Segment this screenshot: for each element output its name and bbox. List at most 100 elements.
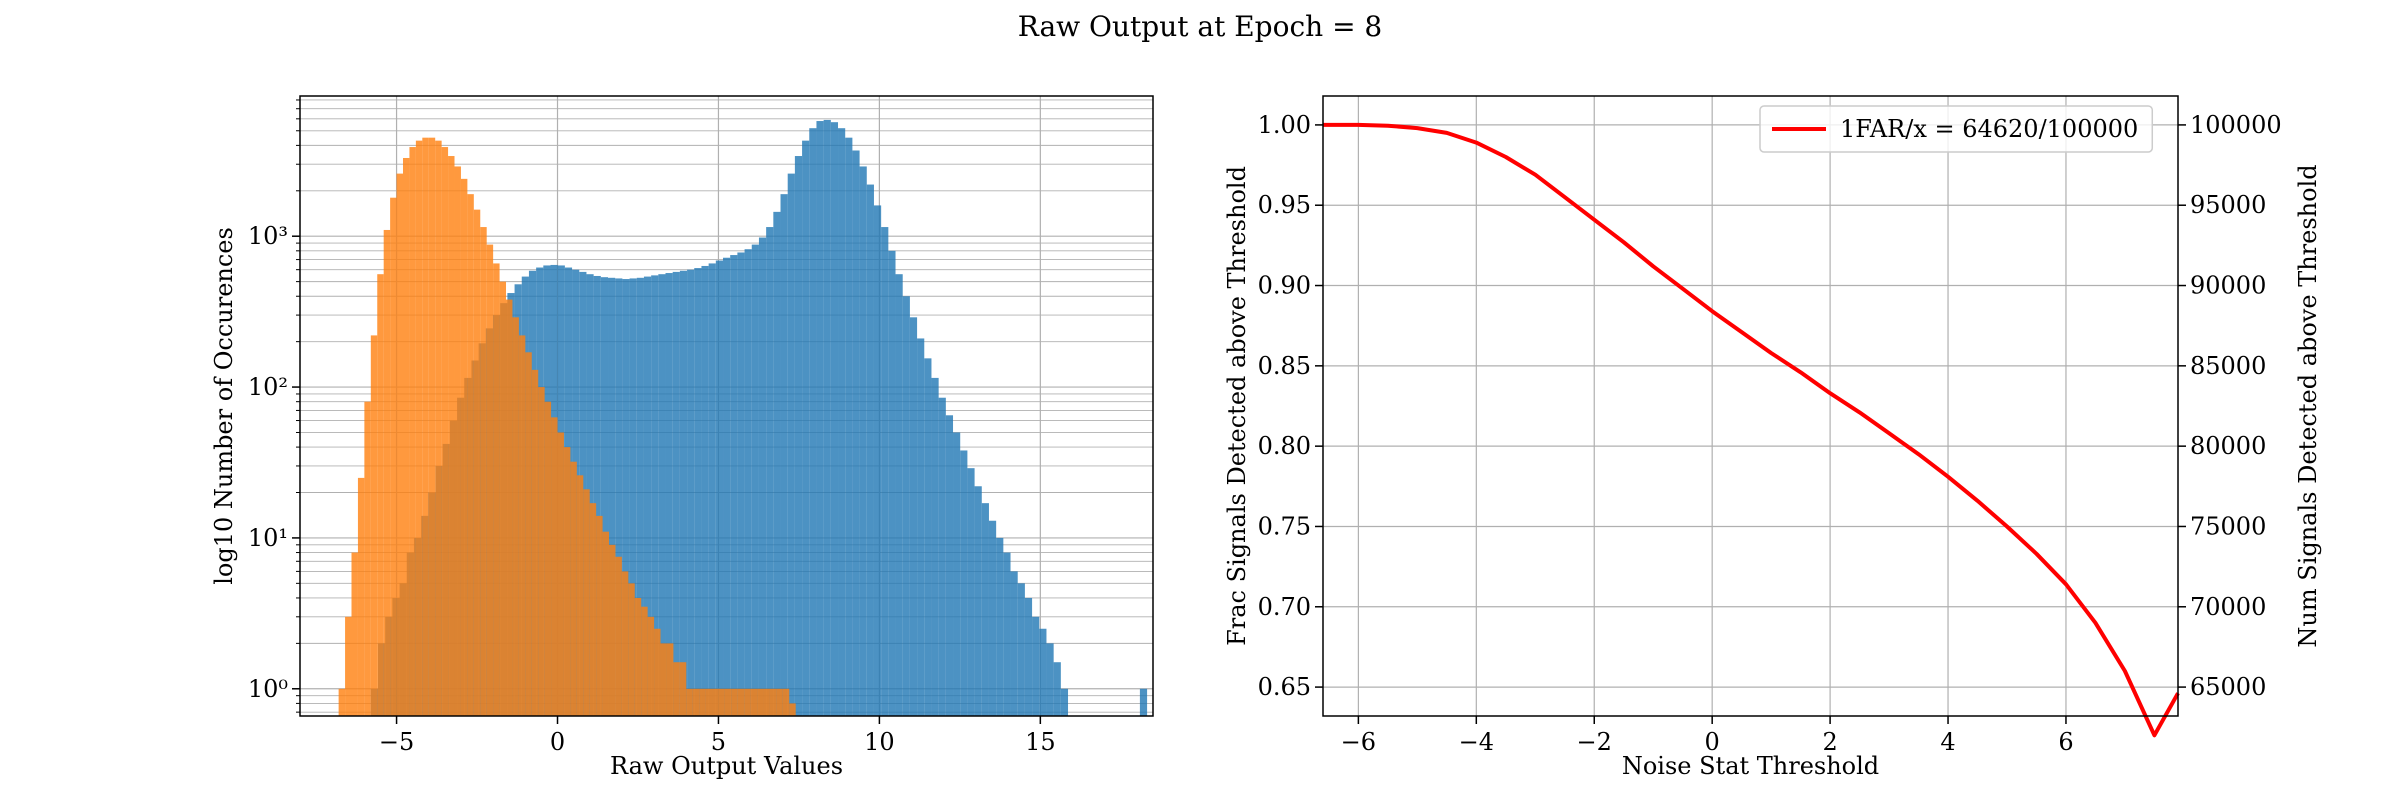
left-y-tick-label: 10¹ xyxy=(248,524,288,552)
blue-bar xyxy=(687,269,695,716)
blue-bar xyxy=(981,503,989,716)
blue-bar xyxy=(615,278,623,716)
left-x-tick-label: 15 xyxy=(1025,728,1056,756)
blue-bar xyxy=(730,255,738,716)
right-grid xyxy=(1323,96,2178,716)
blue-bar xyxy=(852,150,860,717)
blue-bar xyxy=(938,397,946,716)
orange-bar xyxy=(441,147,449,716)
orange-bar xyxy=(602,531,610,716)
orange-bar xyxy=(390,197,397,716)
orange-bar xyxy=(428,137,436,717)
blue-bar xyxy=(816,121,824,716)
right-y-tick-label: 0.85 xyxy=(1258,352,1311,380)
blue-bar xyxy=(694,268,702,716)
right-y-tick-label: 0.65 xyxy=(1258,673,1311,701)
orange-bar xyxy=(654,628,661,716)
blue-bar xyxy=(1024,597,1033,716)
orange-bar xyxy=(576,475,584,716)
orange-bar xyxy=(679,662,687,716)
right-y-tick-label: 0.95 xyxy=(1258,191,1311,219)
blue-bar xyxy=(1053,662,1061,716)
blue-bar xyxy=(1060,688,1069,716)
blue-bar xyxy=(636,277,644,716)
orange-bar xyxy=(589,503,597,716)
blue-bar xyxy=(629,278,637,716)
orange-bar xyxy=(647,616,655,716)
orange-bar xyxy=(435,140,442,717)
right-x-tick-label: −2 xyxy=(1577,728,1612,756)
left-x-tick-label: 5 xyxy=(711,728,726,756)
right-x-tick-label: 6 xyxy=(2058,728,2073,756)
left-x-tick-label: −5 xyxy=(379,728,414,756)
blue-bar xyxy=(723,257,731,716)
blue-bar xyxy=(708,263,716,716)
orange-bar xyxy=(705,688,713,716)
blue-bar xyxy=(1046,643,1054,716)
orange-bar xyxy=(551,417,558,716)
orange-bar xyxy=(467,194,474,717)
orange-bar xyxy=(615,556,622,716)
right-secondary-y-tick-label: 80000 xyxy=(2190,432,2266,460)
blue-bar xyxy=(931,377,939,716)
blue-bar xyxy=(787,173,795,716)
orange-bar xyxy=(789,703,796,716)
blue-bar xyxy=(672,271,680,716)
orange-bar xyxy=(621,571,629,716)
orange-bar xyxy=(506,299,513,716)
blue-bar xyxy=(751,244,759,716)
right-secondary-y-tick-label: 85000 xyxy=(2190,352,2266,380)
blue-bar xyxy=(830,122,839,717)
blue-bar xyxy=(845,137,853,717)
orange-bar xyxy=(634,597,642,716)
orange-bar xyxy=(673,662,680,716)
right-ticks: −6 −4 −2 0 2 4 6 0.65 0.70 0.75 0.80 0.85 0.90 0.95 1.… xyxy=(1258,111,2282,756)
orange-bar xyxy=(512,317,519,716)
detection-curve xyxy=(1323,122,2180,738)
blue-bar xyxy=(758,237,767,717)
orange-bar xyxy=(396,173,404,716)
blue-bar xyxy=(737,252,745,717)
blue-bar xyxy=(873,205,882,716)
histogram-chart: −5 0 5 10 15 10⁰ 10¹ 10² 10³ Raw Output Values l… xyxy=(210,95,1154,780)
orange-bar xyxy=(750,688,758,716)
orange-bar xyxy=(563,447,571,716)
blue-bar xyxy=(701,265,709,716)
blue-bar xyxy=(665,273,673,716)
orange-bar xyxy=(383,229,391,716)
right-x-axis-label: Noise Stat Threshold xyxy=(1622,752,1879,780)
left-y-tick-label: 10² xyxy=(248,373,288,401)
legend-box xyxy=(1759,105,2154,153)
orange-bar xyxy=(518,335,526,716)
right-x-tick-label: 4 xyxy=(1940,728,1955,756)
blue-bar xyxy=(773,211,781,716)
left-x-tick-label: 10 xyxy=(864,728,895,756)
right-x-tick-label: −4 xyxy=(1459,728,1494,756)
orange-bar xyxy=(782,688,790,716)
orange-bar xyxy=(403,157,410,716)
right-y-axis-label: Frac Signals Detected above Threshold xyxy=(1223,166,1251,646)
blue-bar xyxy=(902,296,910,716)
blue-bar xyxy=(586,274,594,716)
left-axes-frame xyxy=(299,95,1154,717)
blue-bar xyxy=(909,317,918,716)
blue-bar xyxy=(1010,571,1018,716)
right-secondary-y-tick-label: 65000 xyxy=(2190,673,2266,701)
left-y-axis-label: log10 Number of Occurences xyxy=(210,227,238,585)
right-secondary-y-tick-label: 70000 xyxy=(2190,593,2266,621)
left-x-tick-label: 0 xyxy=(550,728,565,756)
blue-bar xyxy=(780,194,788,717)
orange-bar xyxy=(370,335,378,716)
orange-bar xyxy=(737,688,745,716)
blue-bar xyxy=(888,250,896,716)
orange-bar xyxy=(718,688,725,716)
right-secondary-y-tick-label: 90000 xyxy=(2190,272,2266,300)
orange-bar xyxy=(596,515,603,716)
right-y-tick-label: 0.80 xyxy=(1258,432,1311,460)
right-x-tick-label: 2 xyxy=(1822,728,1837,756)
orange-bar xyxy=(338,688,346,716)
orange-bar xyxy=(357,477,365,716)
orange-bar xyxy=(570,461,577,716)
legend: 1FAR/x = 64620/100000 xyxy=(1759,105,2154,153)
blue-bar xyxy=(953,432,961,716)
